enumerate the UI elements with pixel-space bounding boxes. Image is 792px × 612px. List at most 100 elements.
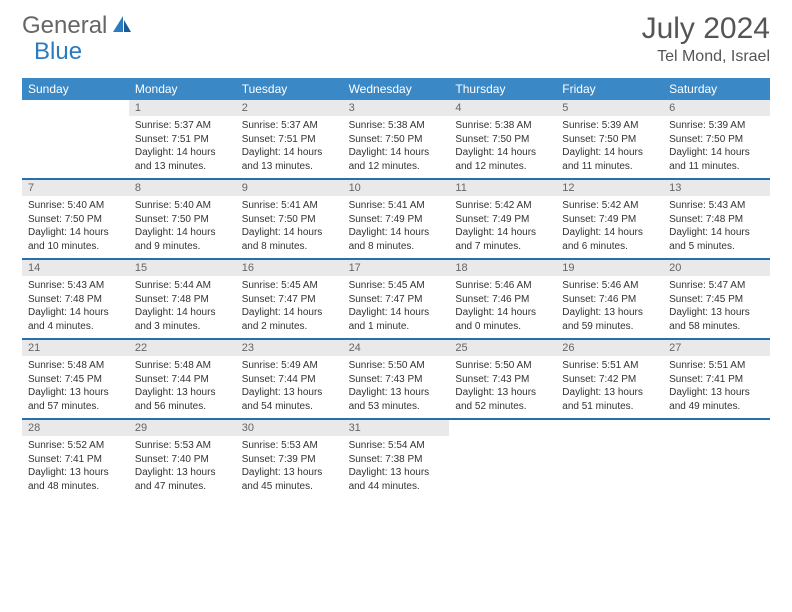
daylight-line: Daylight: 14 hours and 1 minute. [349, 306, 444, 333]
day-details: Sunrise: 5:53 AMSunset: 7:39 PMDaylight:… [236, 436, 343, 497]
daylight-line: Daylight: 14 hours and 7 minutes. [455, 226, 550, 253]
sunset-line: Sunset: 7:49 PM [455, 213, 550, 227]
day-number: 29 [129, 420, 236, 436]
day-details: Sunrise: 5:47 AMSunset: 7:45 PMDaylight:… [663, 276, 770, 337]
calendar-day-cell [556, 420, 663, 498]
daylight-line: Daylight: 13 hours and 47 minutes. [135, 466, 230, 493]
sunrise-line: Sunrise: 5:39 AM [669, 119, 764, 133]
daylight-line: Daylight: 14 hours and 13 minutes. [242, 146, 337, 173]
calendar-day-cell: 1Sunrise: 5:37 AMSunset: 7:51 PMDaylight… [129, 100, 236, 178]
day-details: Sunrise: 5:50 AMSunset: 7:43 PMDaylight:… [343, 356, 450, 417]
calendar-day-cell: 10Sunrise: 5:41 AMSunset: 7:49 PMDayligh… [343, 180, 450, 258]
calendar-day-cell: 25Sunrise: 5:50 AMSunset: 7:43 PMDayligh… [449, 340, 556, 418]
day-details: Sunrise: 5:38 AMSunset: 7:50 PMDaylight:… [449, 116, 556, 177]
sunset-line: Sunset: 7:42 PM [562, 373, 657, 387]
day-details: Sunrise: 5:41 AMSunset: 7:50 PMDaylight:… [236, 196, 343, 257]
day-number: 21 [22, 340, 129, 356]
day-details: Sunrise: 5:51 AMSunset: 7:42 PMDaylight:… [556, 356, 663, 417]
daylight-line: Daylight: 14 hours and 0 minutes. [455, 306, 550, 333]
sunset-line: Sunset: 7:47 PM [349, 293, 444, 307]
sunrise-line: Sunrise: 5:45 AM [242, 279, 337, 293]
sunset-line: Sunset: 7:45 PM [28, 373, 123, 387]
sunset-line: Sunset: 7:46 PM [455, 293, 550, 307]
sunset-line: Sunset: 7:38 PM [349, 453, 444, 467]
page-header: General Blue July 2024 Tel Mond, Israel [0, 0, 792, 72]
daylight-line: Daylight: 14 hours and 10 minutes. [28, 226, 123, 253]
day-details: Sunrise: 5:52 AMSunset: 7:41 PMDaylight:… [22, 436, 129, 497]
sunrise-line: Sunrise: 5:51 AM [562, 359, 657, 373]
daylight-line: Daylight: 13 hours and 59 minutes. [562, 306, 657, 333]
daylight-line: Daylight: 13 hours and 57 minutes. [28, 386, 123, 413]
sunrise-line: Sunrise: 5:40 AM [135, 199, 230, 213]
sunrise-line: Sunrise: 5:53 AM [135, 439, 230, 453]
daylight-line: Daylight: 13 hours and 51 minutes. [562, 386, 657, 413]
day-details: Sunrise: 5:42 AMSunset: 7:49 PMDaylight:… [449, 196, 556, 257]
day-number: 19 [556, 260, 663, 276]
day-details: Sunrise: 5:43 AMSunset: 7:48 PMDaylight:… [663, 196, 770, 257]
daylight-line: Daylight: 14 hours and 11 minutes. [669, 146, 764, 173]
calendar-day-cell: 12Sunrise: 5:42 AMSunset: 7:49 PMDayligh… [556, 180, 663, 258]
day-details: Sunrise: 5:46 AMSunset: 7:46 PMDaylight:… [449, 276, 556, 337]
day-number-empty [449, 420, 556, 436]
day-details: Sunrise: 5:49 AMSunset: 7:44 PMDaylight:… [236, 356, 343, 417]
sunrise-line: Sunrise: 5:37 AM [135, 119, 230, 133]
weekday-header-row: SundayMondayTuesdayWednesdayThursdayFrid… [22, 78, 770, 100]
sunrise-line: Sunrise: 5:50 AM [349, 359, 444, 373]
day-details: Sunrise: 5:53 AMSunset: 7:40 PMDaylight:… [129, 436, 236, 497]
day-details: Sunrise: 5:38 AMSunset: 7:50 PMDaylight:… [343, 116, 450, 177]
weekday-header-cell: Friday [556, 78, 663, 100]
day-number: 26 [556, 340, 663, 356]
location-text: Tel Mond, Israel [642, 48, 770, 66]
sunrise-line: Sunrise: 5:42 AM [455, 199, 550, 213]
calendar-day-cell [663, 420, 770, 498]
calendar-day-cell: 13Sunrise: 5:43 AMSunset: 7:48 PMDayligh… [663, 180, 770, 258]
daylight-line: Daylight: 13 hours and 53 minutes. [349, 386, 444, 413]
sunset-line: Sunset: 7:51 PM [242, 133, 337, 147]
sunset-line: Sunset: 7:47 PM [242, 293, 337, 307]
calendar-week-row: 21Sunrise: 5:48 AMSunset: 7:45 PMDayligh… [22, 340, 770, 420]
day-number-empty [663, 420, 770, 436]
sunrise-line: Sunrise: 5:51 AM [669, 359, 764, 373]
sunrise-line: Sunrise: 5:47 AM [669, 279, 764, 293]
day-number: 1 [129, 100, 236, 116]
sunrise-line: Sunrise: 5:45 AM [349, 279, 444, 293]
calendar-week-row: 7Sunrise: 5:40 AMSunset: 7:50 PMDaylight… [22, 180, 770, 260]
calendar-day-cell: 23Sunrise: 5:49 AMSunset: 7:44 PMDayligh… [236, 340, 343, 418]
sunset-line: Sunset: 7:48 PM [669, 213, 764, 227]
calendar-day-cell: 30Sunrise: 5:53 AMSunset: 7:39 PMDayligh… [236, 420, 343, 498]
calendar-day-cell: 26Sunrise: 5:51 AMSunset: 7:42 PMDayligh… [556, 340, 663, 418]
day-details: Sunrise: 5:40 AMSunset: 7:50 PMDaylight:… [129, 196, 236, 257]
month-title: July 2024 [642, 12, 770, 46]
calendar-day-cell: 22Sunrise: 5:48 AMSunset: 7:44 PMDayligh… [129, 340, 236, 418]
daylight-line: Daylight: 14 hours and 8 minutes. [349, 226, 444, 253]
daylight-line: Daylight: 13 hours and 54 minutes. [242, 386, 337, 413]
day-number: 11 [449, 180, 556, 196]
sunrise-line: Sunrise: 5:52 AM [28, 439, 123, 453]
day-number: 5 [556, 100, 663, 116]
calendar-day-cell: 4Sunrise: 5:38 AMSunset: 7:50 PMDaylight… [449, 100, 556, 178]
calendar-day-cell: 11Sunrise: 5:42 AMSunset: 7:49 PMDayligh… [449, 180, 556, 258]
calendar-day-cell: 28Sunrise: 5:52 AMSunset: 7:41 PMDayligh… [22, 420, 129, 498]
day-number: 10 [343, 180, 450, 196]
day-number: 9 [236, 180, 343, 196]
day-details: Sunrise: 5:37 AMSunset: 7:51 PMDaylight:… [129, 116, 236, 177]
day-details: Sunrise: 5:45 AMSunset: 7:47 PMDaylight:… [343, 276, 450, 337]
day-details: Sunrise: 5:45 AMSunset: 7:47 PMDaylight:… [236, 276, 343, 337]
calendar-week-row: 1Sunrise: 5:37 AMSunset: 7:51 PMDaylight… [22, 100, 770, 180]
weekday-header-cell: Monday [129, 78, 236, 100]
daylight-line: Daylight: 14 hours and 12 minutes. [455, 146, 550, 173]
calendar-day-cell: 21Sunrise: 5:48 AMSunset: 7:45 PMDayligh… [22, 340, 129, 418]
day-details: Sunrise: 5:37 AMSunset: 7:51 PMDaylight:… [236, 116, 343, 177]
daylight-line: Daylight: 14 hours and 8 minutes. [242, 226, 337, 253]
day-number: 2 [236, 100, 343, 116]
day-details: Sunrise: 5:46 AMSunset: 7:46 PMDaylight:… [556, 276, 663, 337]
sunset-line: Sunset: 7:41 PM [28, 453, 123, 467]
day-number: 15 [129, 260, 236, 276]
calendar-day-cell: 18Sunrise: 5:46 AMSunset: 7:46 PMDayligh… [449, 260, 556, 338]
sunset-line: Sunset: 7:50 PM [669, 133, 764, 147]
day-number: 20 [663, 260, 770, 276]
weekday-header-cell: Saturday [663, 78, 770, 100]
sunrise-line: Sunrise: 5:39 AM [562, 119, 657, 133]
sunset-line: Sunset: 7:43 PM [455, 373, 550, 387]
sunset-line: Sunset: 7:48 PM [28, 293, 123, 307]
